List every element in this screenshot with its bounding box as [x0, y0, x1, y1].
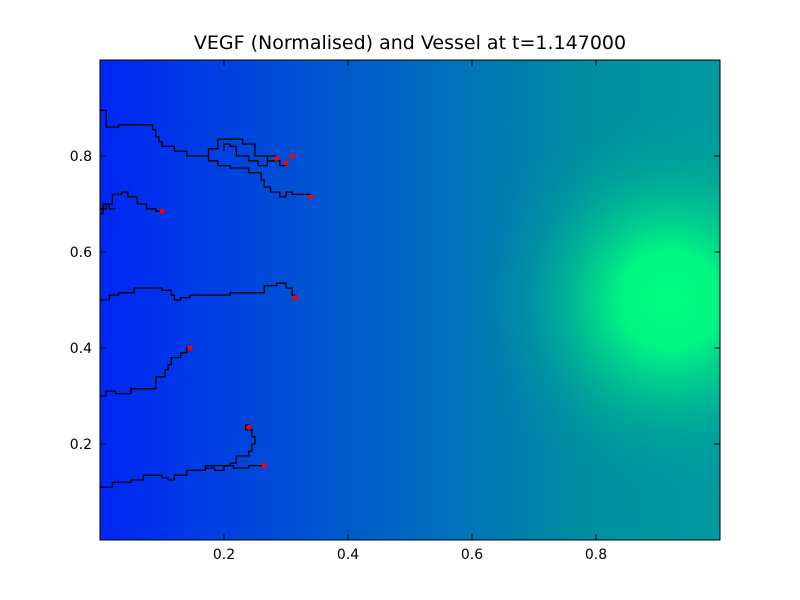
x-tick-label: 0.4	[337, 547, 359, 563]
vessel-tip-1	[283, 161, 288, 166]
y-tick-label: 0.6	[70, 245, 92, 261]
vessel-tip-7	[187, 345, 192, 350]
vessel-tip-3	[308, 194, 313, 199]
vessel-tip-5	[159, 209, 164, 214]
y-tick-label: 0.2	[70, 437, 92, 453]
plot-area	[100, 60, 720, 540]
vessel-tip-6	[293, 295, 298, 300]
vegf-heatmap-peak	[100, 60, 720, 540]
y-tick-label: 0.4	[70, 341, 92, 357]
x-tick-label: 0.8	[585, 547, 607, 563]
vessel-tip-2	[290, 153, 295, 158]
y-tick-label: 0.8	[70, 149, 92, 165]
x-tick-label: 0.6	[461, 547, 483, 563]
vessel-tip-8	[246, 425, 251, 430]
vessel-tip-9	[262, 463, 267, 468]
x-tick-label: 0.2	[213, 547, 235, 563]
chart-title: VEGF (Normalised) and Vessel at t=1.1470…	[194, 32, 626, 54]
vessel-tip-4	[274, 156, 279, 161]
